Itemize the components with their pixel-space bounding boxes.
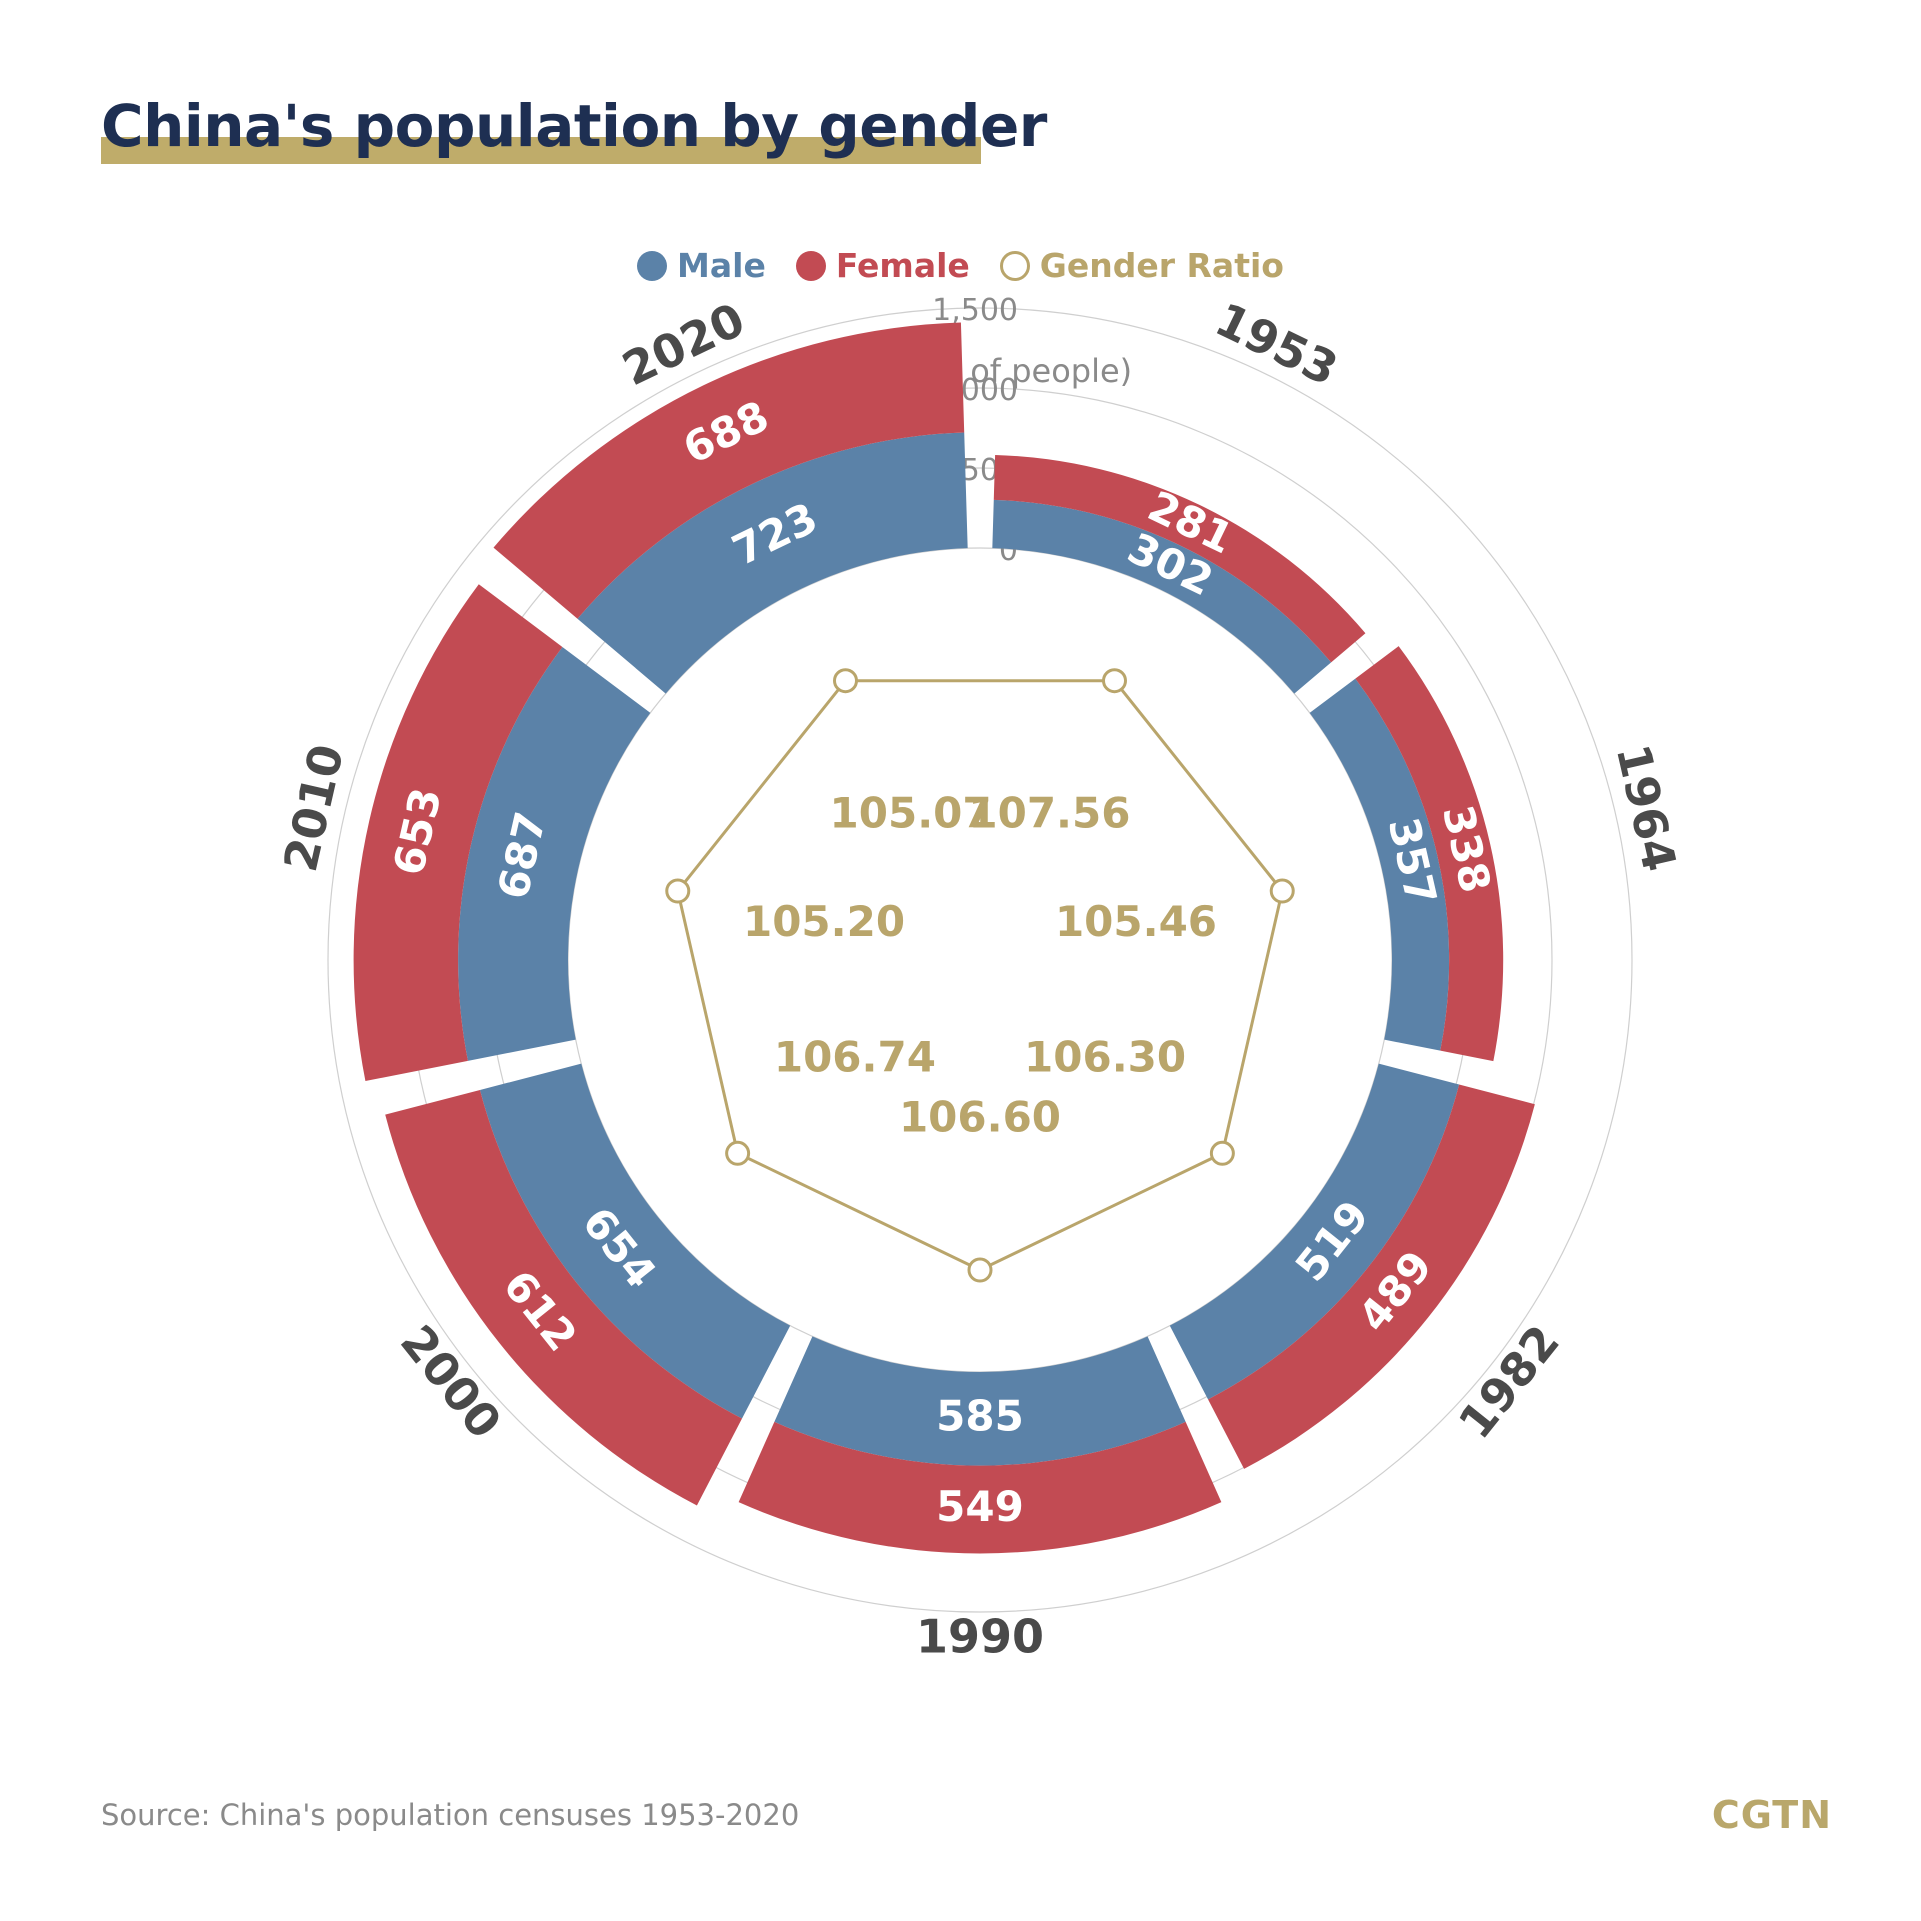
gender-ratio-label-2000: 106.74 bbox=[774, 1032, 936, 1081]
bar-female-1990 bbox=[738, 1421, 1222, 1554]
bar-female-1982 bbox=[1208, 1084, 1535, 1469]
bar-male-1990 bbox=[774, 1336, 1186, 1466]
value-label-male-1990: 585 bbox=[936, 1391, 1024, 1440]
bar-female-1953 bbox=[993, 454, 1366, 663]
cgtn-logo: CGTN bbox=[1711, 1793, 1832, 1837]
legend-item-female: Female bbox=[795, 246, 970, 285]
legend-label-male: Male bbox=[677, 246, 766, 285]
legend-marker-gender-ratio bbox=[999, 250, 1030, 281]
year-label-1990: 1990 bbox=[916, 1610, 1044, 1664]
legend-label-gender-ratio: Gender Ratio bbox=[1039, 246, 1284, 285]
legend-item-male: Male bbox=[637, 246, 766, 285]
gender-ratio-label-1982: 106.30 bbox=[1024, 1032, 1186, 1081]
legend-item-gender-ratio: Gender Ratio bbox=[999, 246, 1284, 285]
grid-ring-3 bbox=[327, 307, 1633, 1613]
gender-ratio-point-1982 bbox=[1209, 1140, 1235, 1166]
bar-female-2020 bbox=[493, 322, 965, 619]
bar-segments bbox=[353, 322, 1535, 1554]
bar-female-1964 bbox=[1355, 646, 1504, 1062]
chart-legend: Male Female Gender Ratio bbox=[0, 246, 1921, 285]
bar-male-1964 bbox=[1309, 678, 1450, 1051]
legend-marker-male bbox=[637, 250, 668, 281]
gender-ratio-label-2010: 105.20 bbox=[743, 897, 905, 946]
bar-male-1953 bbox=[992, 499, 1332, 694]
page-title: China's population by gender bbox=[101, 92, 1047, 160]
gender-ratio-point-1964 bbox=[1269, 878, 1295, 904]
legend-label-female: Female bbox=[835, 246, 970, 285]
gender-ratio-point-1990 bbox=[967, 1257, 993, 1283]
year-label-1964: 1964 bbox=[1606, 739, 1687, 876]
gender-ratio-label-1990: 106.60 bbox=[899, 1093, 1061, 1142]
source-note: Source: China's population censuses 1953… bbox=[101, 1798, 800, 1832]
year-label-2010: 2010 bbox=[273, 739, 354, 876]
year-label-1982: 1982 bbox=[1448, 1315, 1570, 1449]
bar-male-1982 bbox=[1169, 1063, 1460, 1400]
gender-ratio-point-2010 bbox=[665, 878, 691, 904]
value-label-female-1990: 549 bbox=[936, 1482, 1024, 1531]
bar-female-2000 bbox=[385, 1089, 743, 1506]
grid-ring-0 bbox=[567, 547, 1393, 1373]
gender-ratio-label-2020: 105.07 bbox=[830, 788, 992, 837]
gender-ratio-polyline bbox=[676, 679, 1284, 1272]
legend-marker-female bbox=[795, 250, 826, 281]
gender-ratio-label-1964: 105.46 bbox=[1055, 897, 1217, 946]
gender-ratio-point-2020 bbox=[832, 668, 858, 694]
title-underline bbox=[101, 137, 981, 164]
bar-female-2010 bbox=[353, 584, 563, 1082]
gender-ratio-line: 107.56 105.46 106.30 106.60 106.74 105.20 105.… bbox=[665, 668, 1295, 1283]
bar-male-2010 bbox=[458, 646, 651, 1061]
gender-ratio-point-1953 bbox=[1102, 668, 1128, 694]
bar-male-2020 bbox=[577, 432, 968, 694]
bar-male-2000 bbox=[479, 1063, 791, 1419]
radial-tick-label-3: 1,500 bbox=[932, 293, 1018, 328]
gender-ratio-point-2000 bbox=[725, 1140, 751, 1166]
year-label-1953: 1953 bbox=[1207, 292, 1346, 396]
gender-ratio-label-1953: 107.56 bbox=[968, 788, 1130, 837]
